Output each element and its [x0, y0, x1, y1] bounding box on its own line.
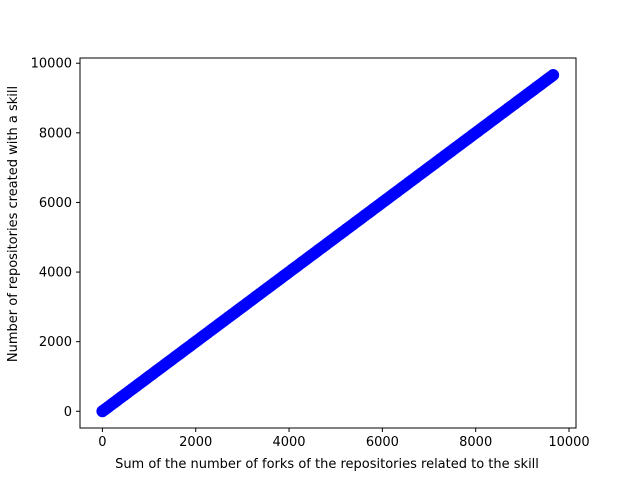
- x-tick-label: 8000: [459, 435, 492, 450]
- y-tick-label: 4000: [39, 266, 72, 281]
- y-tick-label: 2000: [39, 335, 72, 350]
- x-axis-label: Sum of the number of forks of the reposi…: [115, 457, 539, 472]
- y-axis-label: Number of repositories created with a sk…: [6, 86, 21, 362]
- y-tick-label: 8000: [39, 126, 72, 141]
- axes: 0 2000 4000 6000 8000 10000 0 2000 4000 6000 8000 1…: [31, 57, 590, 450]
- x-tick-label: 10000: [548, 435, 589, 450]
- axes-frame: [79, 57, 577, 429]
- data-point: [547, 69, 560, 82]
- x-tick-label: 0: [98, 435, 106, 450]
- plot-area: [96, 69, 560, 418]
- x-tick-label: 6000: [366, 435, 399, 450]
- x-tick-label: 4000: [272, 435, 305, 450]
- y-tick-label: 6000: [39, 196, 72, 211]
- x-tick-label: 2000: [179, 435, 212, 450]
- y-tick-label: 0: [64, 405, 72, 420]
- y-tick-label: 10000: [31, 57, 72, 72]
